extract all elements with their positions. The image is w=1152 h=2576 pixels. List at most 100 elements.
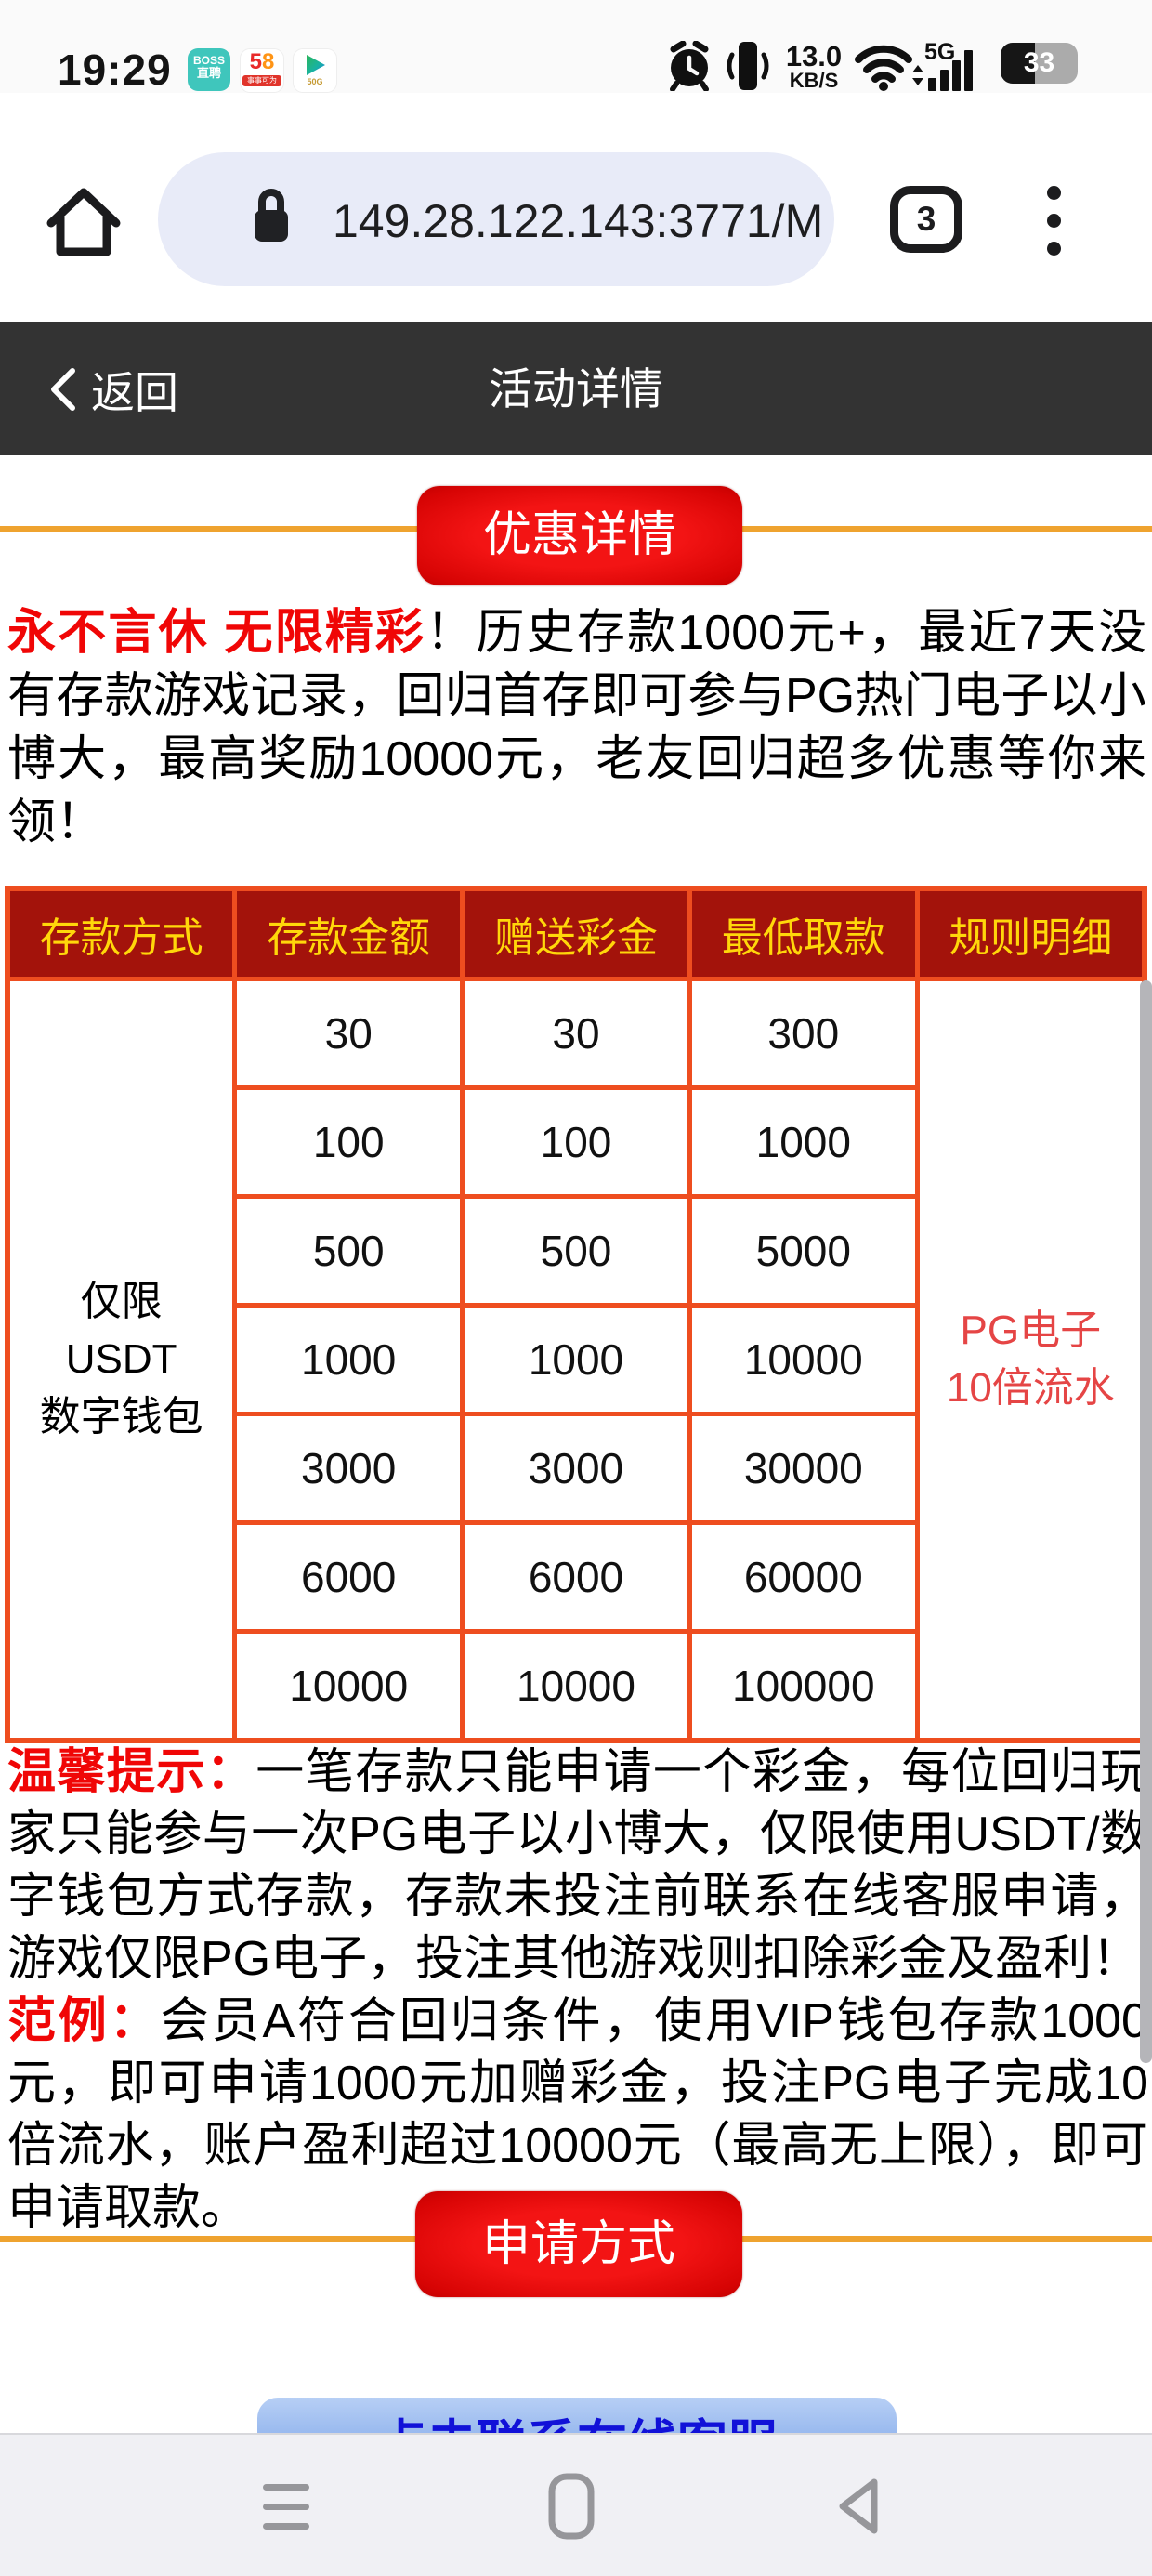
method-line: 数字钱包: [39, 1394, 203, 1439]
intro-paragraph: 永不言休 无限精彩！历史存款1000元+，最近7天没有存款游戏记录，回归首存即可…: [7, 601, 1146, 854]
notes-block: 温馨提示：一笔存款只能申请一个彩金，每位回归玩家只能参与一次PG电子以小博大，仅…: [7, 1741, 1148, 2240]
signal-bars-icon: 5G: [924, 39, 989, 91]
network-speed-unit: KB/S: [789, 69, 839, 92]
table-row: 6000 6000 60000: [7, 1520, 1145, 1634]
chevron-left-icon: [51, 367, 75, 411]
battery-percent: 33: [1023, 47, 1055, 78]
col-header: 存款方式: [5, 886, 238, 981]
back-label: 返回: [91, 368, 178, 417]
table-cell: 30000: [687, 1412, 920, 1525]
example-paragraph: 范例：会员A符合回归条件，使用VIP钱包存款1000元，即可申请1000元加赠彩…: [7, 1991, 1148, 2240]
example-label: 范例：: [7, 1994, 161, 2048]
battery-fill: [1001, 43, 1035, 84]
col-header: 最低取款: [687, 886, 920, 981]
deposit-method-cell: 仅限 USDT 数字钱包: [5, 977, 238, 1743]
network-speed-value: 13.0: [785, 40, 843, 72]
table-row: 100 100 1000: [7, 1085, 1145, 1199]
menu-dot: [1047, 242, 1061, 256]
intro-highlight: 永不言休 无限精彩: [7, 606, 426, 660]
tips-paragraph: 温馨提示：一笔存款只能申请一个彩金，每位回归玩家只能参与一次PG电子以小博大，仅…: [7, 1741, 1148, 1991]
boss-zhipin-notification-icon: BOSS 直聘: [188, 48, 230, 91]
play-triangle-icon: [307, 55, 325, 75]
nav-recent-apps-button[interactable]: [525, 2435, 618, 2576]
method-line: 仅限: [80, 1279, 163, 1324]
table-cell: 300: [687, 977, 920, 1090]
tab-count: 3: [916, 200, 936, 238]
table-cell: 6000: [232, 1520, 465, 1634]
table-cell: 30: [460, 977, 692, 1090]
nav-menu-button[interactable]: [240, 2435, 333, 2576]
signal-bars: [928, 50, 976, 91]
url-text[interactable]: 149.28.122.143:3771/M: [333, 195, 823, 247]
nav-back-button[interactable]: [811, 2435, 904, 2576]
table-cell: 1000: [460, 1303, 692, 1416]
tips-label: 温馨提示：: [7, 1745, 256, 1799]
table-row: 仅限 USDT 数字钱包 30 30 300 PG电子 10倍流水: [5, 977, 1147, 1743]
table-cell: 1000: [687, 1085, 920, 1199]
table-row: 500 500 5000: [7, 1194, 1145, 1308]
table-cell: 6000: [460, 1520, 692, 1634]
back-triangle-icon: [839, 2478, 878, 2534]
tab-switcher-button[interactable]: 3: [890, 186, 962, 253]
rules-line: PG电子: [960, 1308, 1102, 1353]
58-tongcheng-notification-icon: 58 事事可为: [240, 48, 284, 93]
table-cell: 60000: [687, 1520, 920, 1634]
tips-text: 一笔存款只能申请一个彩金，每位回归玩家只能参与一次PG电子以小博大，仅限使用US…: [7, 1745, 1148, 1986]
vibrate-icon: [727, 42, 769, 90]
table-cell: 1000: [232, 1303, 465, 1416]
video-app-notification-icon: 50G: [293, 48, 337, 93]
table-row: 3000 3000 30000: [7, 1412, 1145, 1525]
back-button[interactable]: 返回: [48, 322, 178, 455]
url-address-bar[interactable]: 149.28.122.143:3771/M: [158, 152, 834, 286]
promo-details-button[interactable]: 优惠详情: [417, 486, 742, 585]
promo-table: 存款方式 存款金额 赠送彩金 最低取款 规则明细 仅限 USDT 数字钱包 30…: [5, 886, 1147, 1743]
browser-toolbar: 149.28.122.143:3771/M 3: [0, 93, 1152, 322]
table-cell: 100000: [687, 1629, 920, 1743]
hamburger-icon: [263, 2484, 309, 2530]
alarm-icon: [670, 41, 709, 91]
table-row: 1000 1000 10000: [7, 1303, 1145, 1416]
page-title: 活动详情: [489, 364, 663, 414]
table-cell: 10000: [460, 1629, 692, 1743]
table-cell: 5000: [687, 1194, 920, 1308]
status-bar: 19:29 BOSS 直聘 58 事事可为 50G: [0, 0, 1152, 94]
clock-time: 19:29: [58, 46, 172, 94]
home-icon[interactable]: [42, 182, 125, 262]
browser-menu-button[interactable]: [1039, 184, 1068, 258]
table-row: 10000 10000 100000: [7, 1629, 1145, 1743]
table-cell: 500: [232, 1194, 465, 1308]
58-digit8: 8: [262, 49, 275, 74]
intro-rest: ！历史存款1000元+，最近7天没有存款游戏记录，回归首存即可参与PG热门电子以…: [7, 606, 1147, 849]
rules-line: 10倍流水: [946, 1365, 1115, 1411]
rules-cell: PG电子 10倍流水: [914, 977, 1147, 1743]
method-line: USDT: [65, 1336, 177, 1382]
lock-icon: [255, 189, 288, 242]
table-cell: 3000: [460, 1412, 692, 1525]
col-header: 存款金额: [232, 886, 465, 981]
table-cell: 30: [232, 977, 465, 1090]
boss-icon-text: BOSS: [192, 54, 225, 67]
table-header-row: 存款方式 存款金额 赠送彩金 最低取款 规则明细: [5, 886, 1147, 981]
col-header: 规则明细: [914, 886, 1147, 981]
table-cell: 10000: [687, 1303, 920, 1416]
battery-icon: 33: [1001, 43, 1078, 84]
system-nav-bar: [0, 2433, 1152, 2576]
network-speed: 13.0 KB/S: [779, 40, 849, 92]
wifi-icon: [855, 45, 923, 91]
network-type-label: 5G: [924, 39, 956, 65]
table-cell: 10000: [232, 1629, 465, 1743]
58-ribbon: 事事可为: [242, 75, 281, 86]
table-cell: 100: [460, 1085, 692, 1199]
boss-icon-text2: 直聘: [196, 66, 221, 80]
col-header: 赠送彩金: [460, 886, 692, 981]
recent-apps-icon: [548, 2473, 595, 2540]
58-digit5: 5: [249, 49, 262, 74]
table-cell: 3000: [232, 1412, 465, 1525]
video-badge: 50G: [307, 77, 323, 86]
table-cell: 100: [232, 1085, 465, 1199]
menu-dot: [1047, 214, 1061, 228]
apply-method-button[interactable]: 申请方式: [415, 2191, 742, 2297]
menu-dot: [1047, 186, 1061, 200]
scrollbar-thumb[interactable]: [1140, 980, 1152, 2063]
